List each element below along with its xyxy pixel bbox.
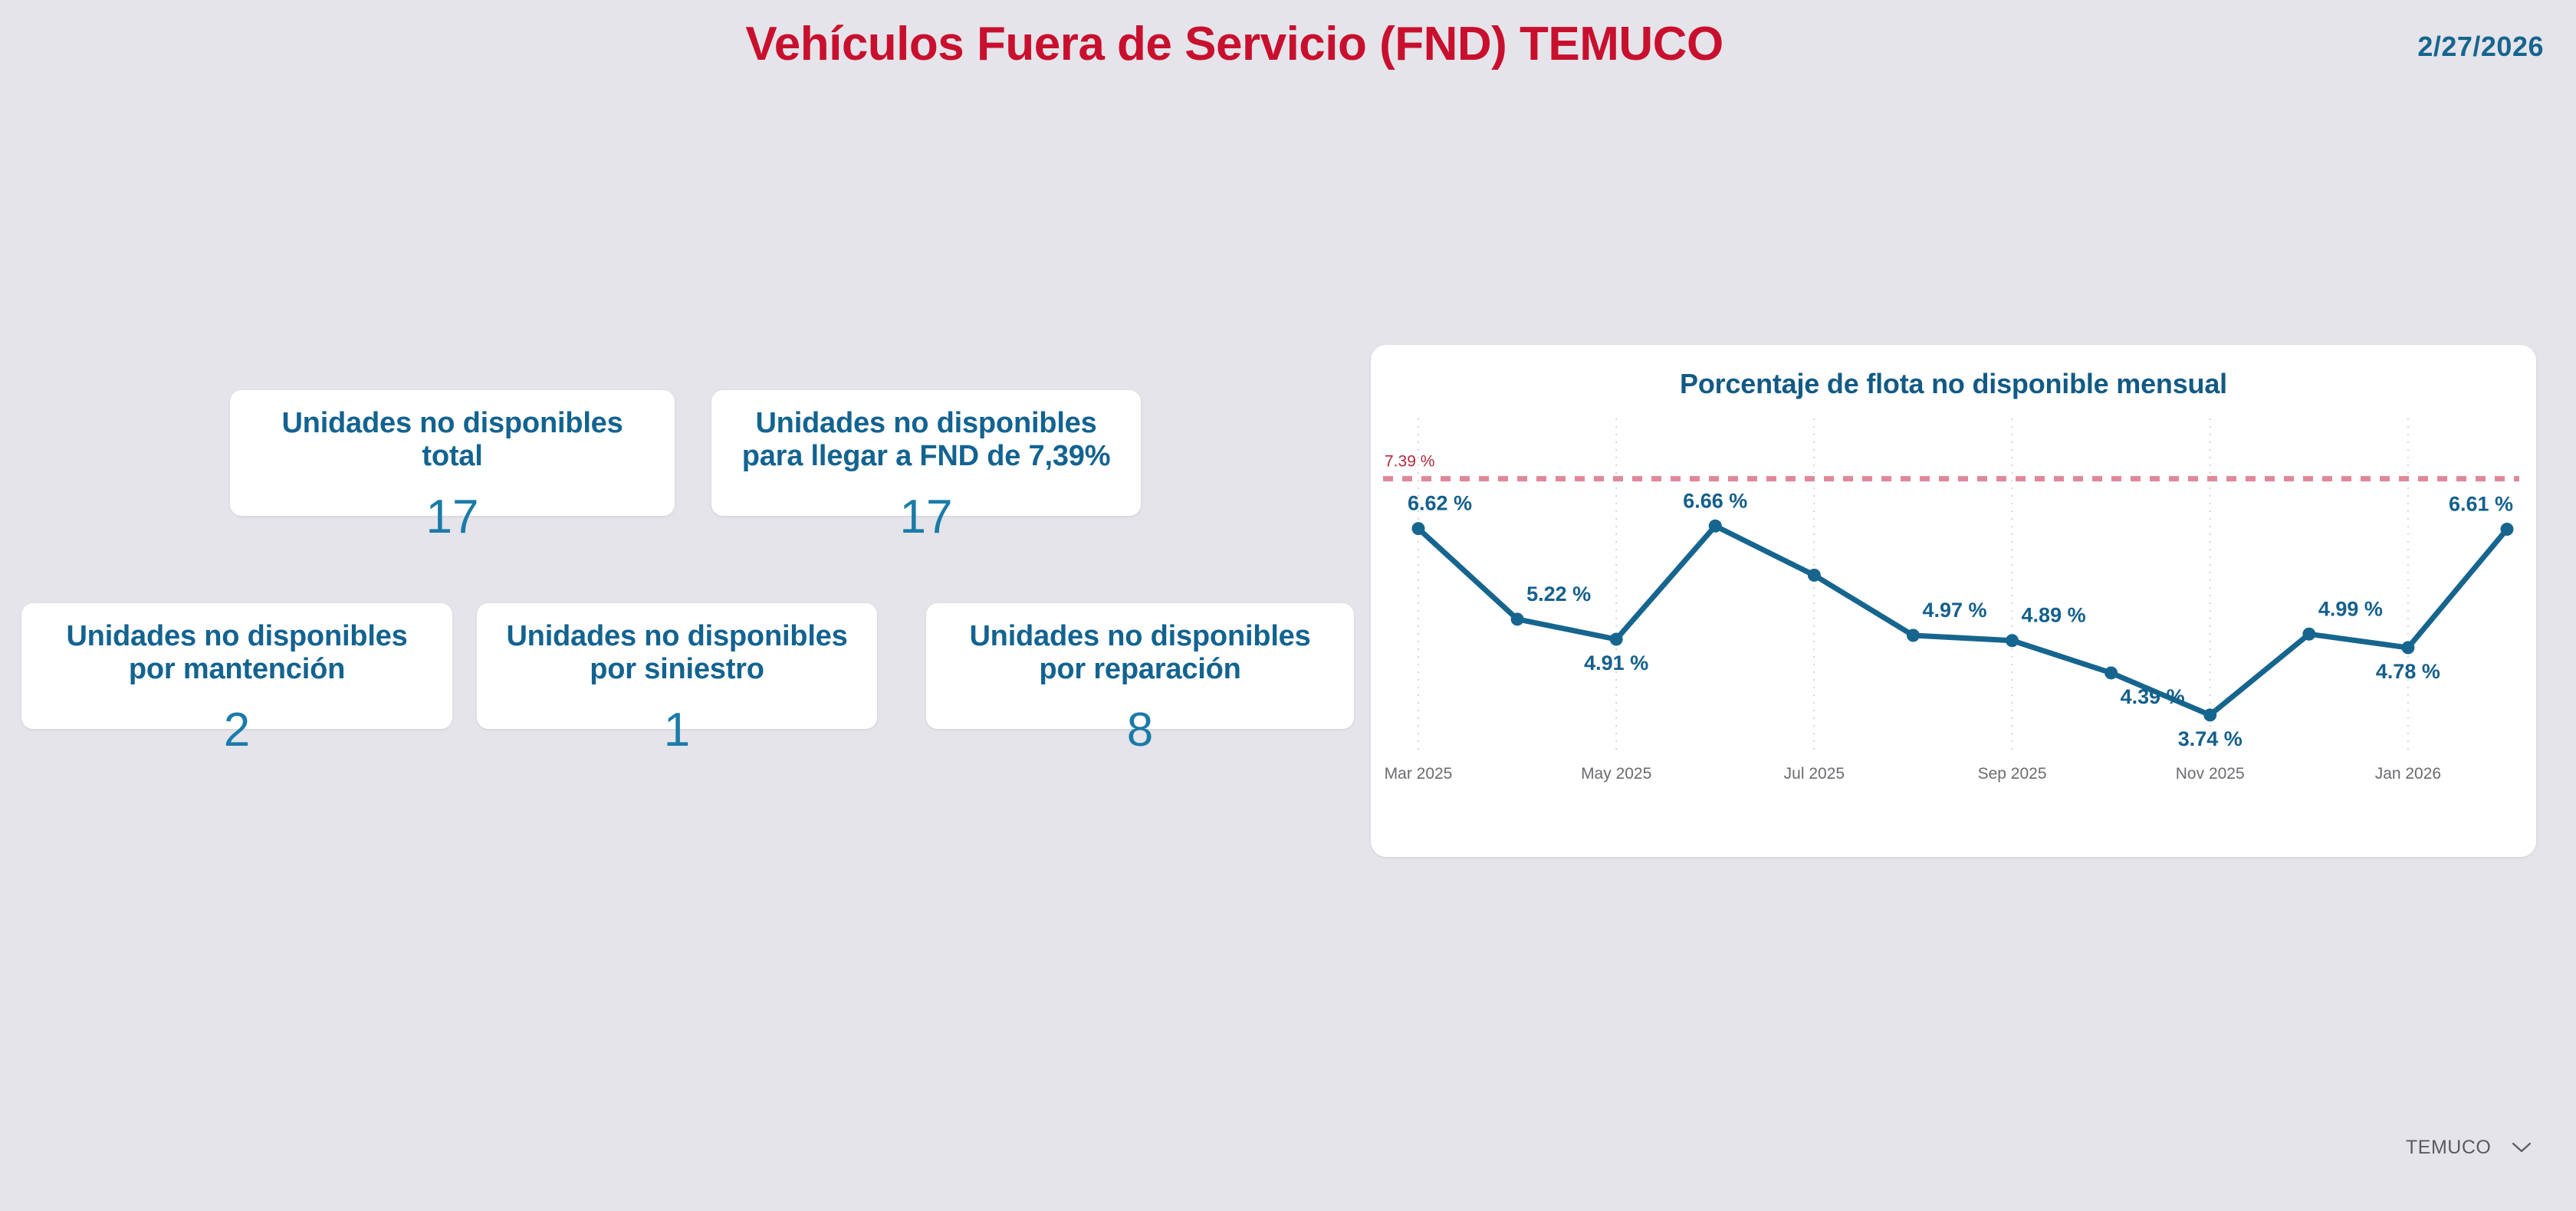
data-point	[1708, 519, 1722, 533]
data-point-label: 4.99 %	[2318, 597, 2383, 620]
data-point	[2302, 627, 2316, 641]
x-axis-tick-label: Jul 2025	[1784, 765, 1845, 783]
data-point-label: 4.39 %	[2121, 685, 2185, 708]
data-point	[2500, 522, 2514, 536]
kpi-value-mantencion: 2	[223, 703, 251, 756]
data-point-label: 4.97 %	[1922, 599, 1986, 622]
kpi-card-mantencion[interactable]: Unidades no disponibles por mantención 2	[21, 603, 452, 753]
kpi-title-total-line1: Unidades no disponibles	[281, 407, 623, 439]
data-point-label: 6.66 %	[1683, 489, 1747, 512]
data-point	[2401, 641, 2415, 655]
kpi-title-siniestro-line1: Unidades no disponibles	[506, 620, 848, 652]
data-point	[1510, 612, 1524, 626]
chart-title: Porcentaje de flota no disponible mensua…	[1680, 368, 2227, 399]
x-axis-tick-label: Jan 2026	[2375, 765, 2441, 783]
kpi-value-fnd: 17	[899, 490, 953, 543]
kpi-title-total-line2: total	[422, 440, 483, 473]
kpi-title-total: Unidades no disponibles total	[230, 407, 675, 474]
city-slicer-selected-value: TEMUCO	[2406, 1136, 2492, 1158]
data-point-label: 4.78 %	[2376, 660, 2440, 683]
kpi-value-reparacion: 8	[1126, 703, 1154, 756]
line-chart-svg[interactable]: 7.39 % 6.62 % 5.22 % 4.91 % 6.66 % 4.97 % 4.89…	[1371, 409, 2536, 793]
report-date: 2/27/2026	[2417, 31, 2544, 62]
kpi-title-fnd-line1: Unidades no disponibles	[755, 407, 1097, 439]
kpi-title-mantencion: Unidades no disponibles por mantención	[21, 620, 452, 687]
line-chart-plot[interactable]: 7.39 % 6.62 % 5.22 % 4.91 % 6.66 % 4.97 % 4.89…	[1371, 409, 2536, 793]
chart-card-flota-no-disponible[interactable]: Porcentaje de flota no disponible mensua…	[1371, 345, 2536, 857]
kpi-title-siniestro: Unidades no disponibles por siniestro	[477, 620, 877, 687]
page-title: Vehículos Fuera de Servicio (FND) TEMUCO	[745, 18, 1723, 71]
data-point-label: 6.62 %	[1408, 492, 1472, 515]
data-point	[2104, 666, 2118, 680]
data-point	[1807, 568, 1821, 582]
kpi-title-fnd: Unidades no disponibles para llegar a FN…	[711, 407, 1141, 474]
data-point-label: 4.89 %	[2022, 604, 2086, 627]
data-point	[1609, 632, 1623, 646]
x-axis-tick-label: May 2025	[1581, 765, 1651, 783]
reference-line-label: 7.39 %	[1385, 453, 1434, 471]
kpi-title-siniestro-line2: por siniestro	[590, 653, 764, 686]
kpi-title-mantencion-line1: Unidades no disponibles	[66, 620, 408, 652]
x-axis-tick-label: Nov 2025	[2176, 765, 2245, 783]
chevron-down-icon[interactable]	[2510, 1140, 2533, 1154]
data-point-label: 5.22 %	[1526, 583, 1591, 606]
kpi-value-siniestro: 1	[663, 703, 691, 756]
x-axis-tick-label: Mar 2025	[1385, 765, 1453, 783]
data-point-label: 3.74 %	[2178, 727, 2242, 750]
kpi-title-fnd-line2: para llegar a FND de 7,39%	[741, 440, 1111, 473]
data-point	[2203, 708, 2217, 722]
data-point	[1411, 522, 1425, 536]
data-point-label: 4.91 %	[1584, 651, 1648, 674]
header-bar: Vehículos Fuera de Servicio (FND) TEMUCO…	[0, 0, 2576, 84]
data-point	[2006, 634, 2019, 648]
x-axis-tick-label: Sep 2025	[1978, 765, 2047, 783]
kpi-card-total[interactable]: Unidades no disponibles total 17	[230, 390, 675, 540]
kpi-value-total: 17	[426, 490, 479, 543]
data-point	[1906, 628, 1920, 642]
kpi-title-reparacion-line1: Unidades no disponibles	[969, 620, 1311, 652]
city-slicer-dropdown[interactable]: TEMUCO	[2392, 1128, 2544, 1167]
kpi-title-reparacion-line2: por reparación	[1039, 653, 1241, 686]
kpi-card-fnd[interactable]: Unidades no disponibles para llegar a FN…	[711, 390, 1141, 540]
kpi-title-mantencion-line2: por mantención	[128, 653, 346, 686]
kpi-card-reparacion[interactable]: Unidades no disponibles por reparación 8	[926, 603, 1354, 753]
kpi-title-reparacion: Unidades no disponibles por reparación	[926, 620, 1354, 687]
series-line	[1415, 523, 2510, 718]
kpi-card-siniestro[interactable]: Unidades no disponibles por siniestro 1	[477, 603, 877, 753]
data-point-label: 6.61 %	[2449, 492, 2513, 515]
